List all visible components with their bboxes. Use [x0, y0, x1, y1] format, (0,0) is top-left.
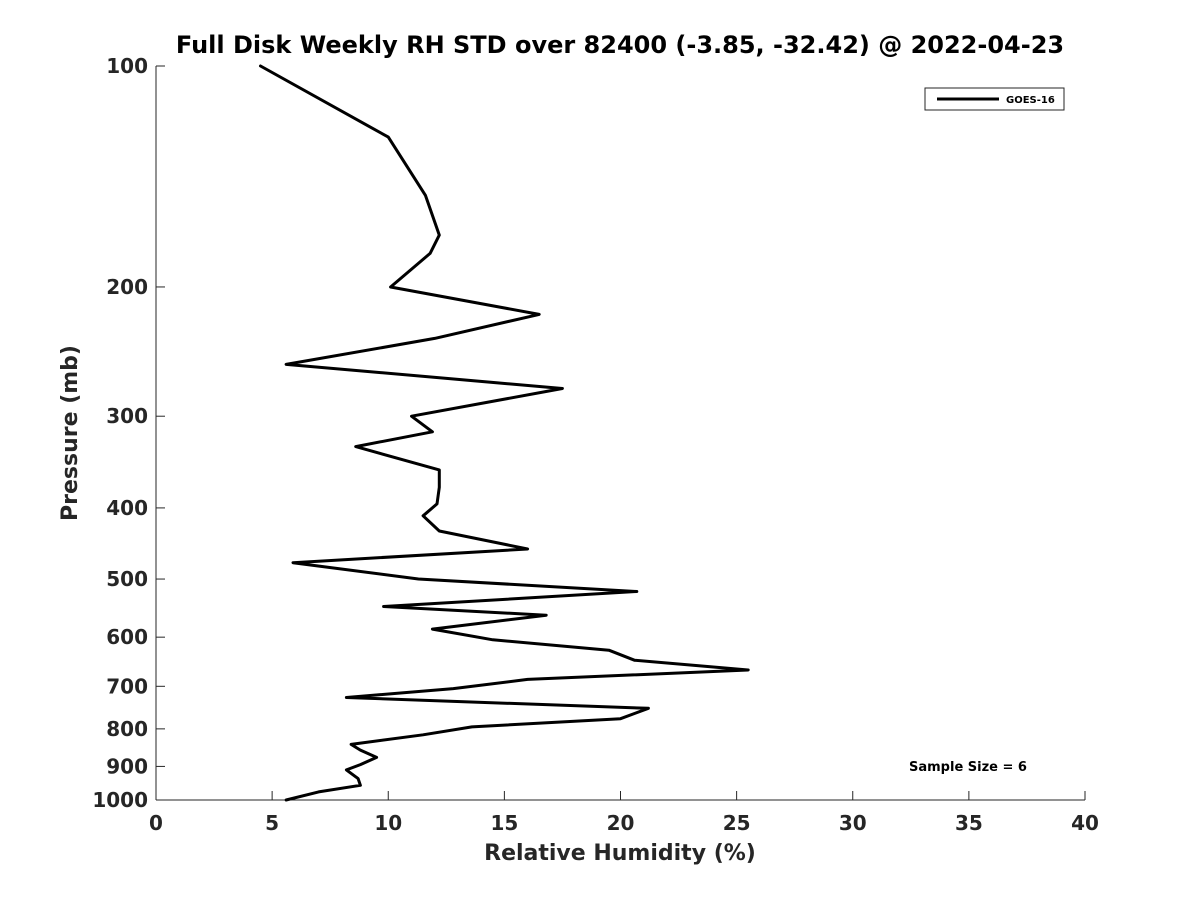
x-tick-label: 10: [374, 811, 402, 835]
x-tick-label: 0: [149, 811, 163, 835]
y-axis-ticks: 100 200 300 400 500 600 700 800 900 1000: [92, 54, 165, 812]
x-tick-label: 40: [1071, 811, 1099, 835]
x-tick-label: 25: [723, 811, 751, 835]
y-tick-label: 500: [106, 567, 148, 591]
legend-entry-goes-16: GOES-16: [1006, 95, 1055, 106]
y-axis-label: Pressure (mb): [58, 345, 83, 521]
x-axis-ticks: 0 5 10 15 20 25 30 35 40: [149, 791, 1099, 835]
x-tick-label: 5: [265, 811, 279, 835]
y-tick-label: 1000: [92, 788, 148, 812]
legend: GOES-16: [924, 87, 1065, 111]
x-axis-label: Relative Humidity (%): [484, 841, 756, 866]
y-tick-label: 800: [106, 717, 148, 741]
y-tick-label: 100: [106, 54, 148, 78]
y-tick-label: 300: [106, 404, 148, 428]
y-tick-label: 400: [106, 496, 148, 520]
y-tick-label: 200: [106, 275, 148, 299]
x-tick-label: 30: [839, 811, 867, 835]
y-tick-label: 700: [106, 674, 148, 698]
chart-title: Full Disk Weekly RH STD over 82400 (-3.8…: [176, 31, 1064, 59]
x-tick-label: 20: [607, 811, 635, 835]
series-layer: [259, 64, 750, 802]
series-line-goes-16: [259, 64, 750, 802]
sample-size-annotation: Sample Size = 6: [909, 760, 1027, 775]
y-tick-label: 600: [106, 625, 148, 649]
y-tick-label: 900: [106, 754, 148, 778]
x-tick-label: 35: [955, 811, 983, 835]
x-tick-label: 15: [490, 811, 518, 835]
